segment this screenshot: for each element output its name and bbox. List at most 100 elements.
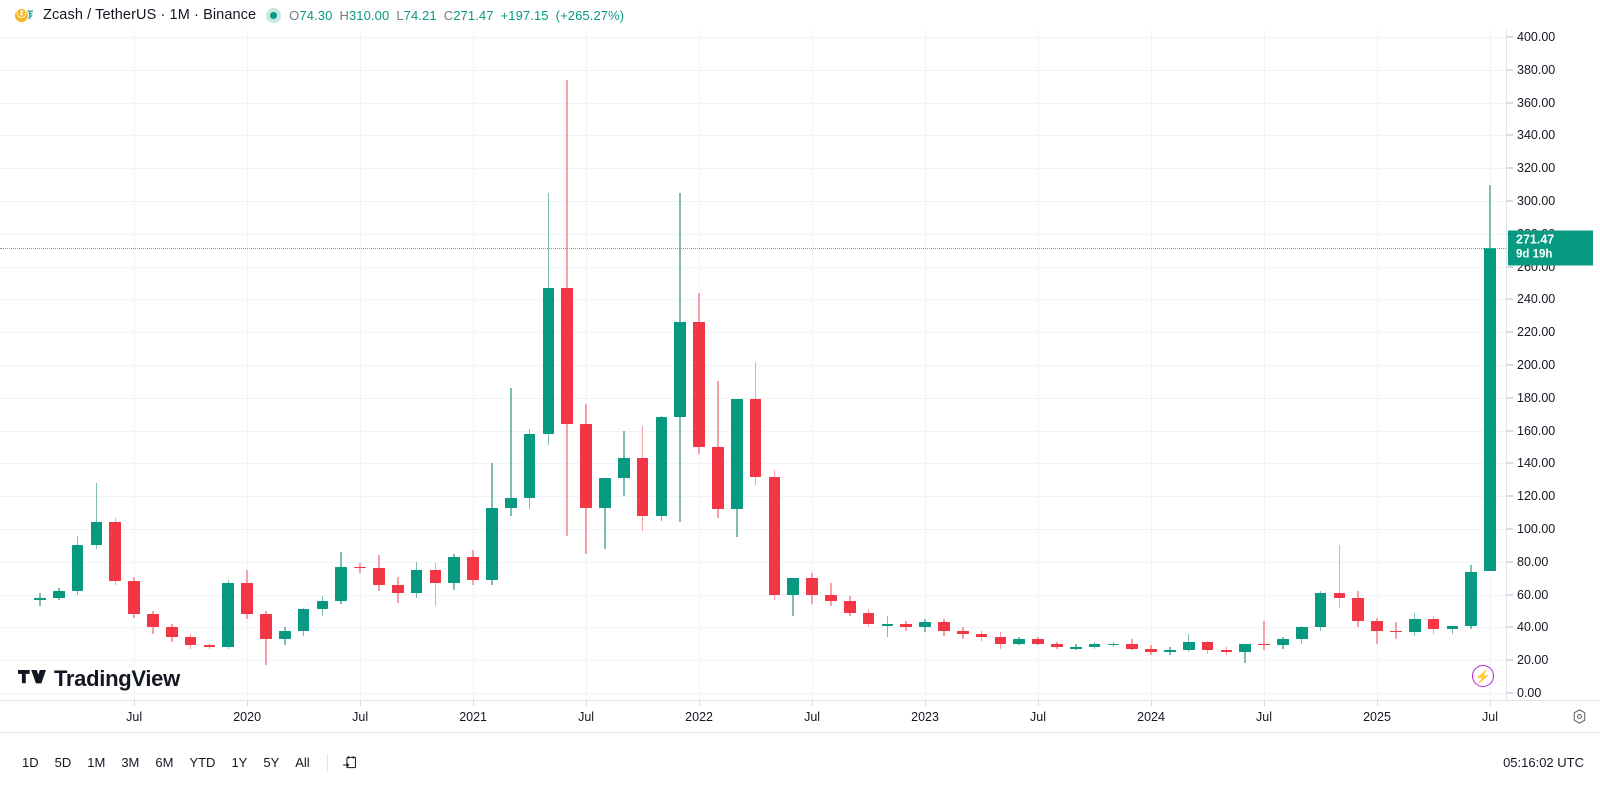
candle-wick [1244, 648, 1246, 664]
range-button-all[interactable]: All [295, 755, 310, 770]
time-scale-tick: 2022 [685, 710, 713, 724]
tradingview-watermark: TradingView [18, 666, 180, 692]
range-button-1d[interactable]: 1D [22, 755, 39, 770]
candle-wick [1376, 617, 1378, 644]
time-scale-tick: 2021 [459, 710, 488, 724]
range-button-1y[interactable]: 1Y [231, 755, 248, 770]
candle-body [34, 597, 46, 600]
price-scale-tick: 240.00 [1517, 292, 1556, 307]
grid-line-horizontal [0, 561, 1506, 563]
candle-body [486, 507, 498, 580]
price-scale-tickmark [1507, 36, 1513, 38]
price-scale-tickmark [1507, 430, 1513, 432]
candle-body [1295, 627, 1308, 639]
candle-body [1069, 647, 1082, 649]
candle-wick [1263, 620, 1265, 651]
candle-wick [434, 563, 437, 607]
range-button-6m[interactable]: 6M [155, 755, 174, 770]
price-scale-tick: 40.00 [1517, 620, 1549, 635]
symbol-title[interactable]: Zcash / TetherUS · 1M · Binance [43, 7, 257, 23]
candle-wick [509, 387, 512, 516]
ohlc-high-value: 310.00 [348, 7, 390, 23]
grid-line-horizontal [0, 299, 1506, 301]
candle-body [1032, 638, 1044, 644]
grid-line-vertical [134, 30, 136, 700]
price-scale-tick: 60.00 [1517, 587, 1549, 602]
time-scale-tick: Jul [126, 710, 143, 724]
time-scale-tickmark [925, 701, 927, 706]
price-scale-tickmark [1507, 561, 1513, 563]
ohlc-close-label: C [443, 7, 454, 23]
candle-wick [39, 592, 41, 607]
symbol-icons: ₮ ⓩ [14, 6, 40, 24]
time-scale-tick: 2024 [1137, 710, 1165, 724]
price-scale-tickmark [1507, 528, 1513, 530]
price-scale-tick: 100.00 [1517, 522, 1556, 536]
current-price-line [0, 247, 1506, 249]
price-scale-tick: 360.00 [1517, 95, 1556, 110]
price-scale-tickmark [1507, 626, 1513, 628]
time-scale[interactable]: Jul 2020 Jul 2021 Jul 2022 Jul 2023 Jul 2024 Jul 20… [0, 700, 1600, 732]
price-scale-tick: 400.00 [1517, 30, 1556, 44]
range-button-1m[interactable]: 1M [87, 755, 106, 770]
goto-date-icon[interactable] [337, 751, 363, 775]
price-scale-tickmark [1507, 364, 1513, 366]
candle-body [278, 630, 291, 639]
candle-body [1390, 630, 1402, 633]
candle-body [260, 614, 272, 639]
grid-line-vertical [360, 30, 362, 700]
grid-line-vertical [812, 30, 814, 700]
lightning-bolt-icon[interactable]: ⚡ [1472, 665, 1494, 687]
candle-body [467, 556, 479, 580]
candle-body [1446, 625, 1459, 630]
candle-body [1107, 643, 1120, 646]
grid-line-horizontal [0, 332, 1506, 334]
range-button-5y[interactable]: 5Y [263, 755, 280, 770]
candle-body [297, 609, 310, 631]
price-scale-tick: 140.00 [1517, 456, 1556, 471]
grid-line-vertical [1151, 30, 1153, 700]
price-scale-tick: 320.00 [1517, 161, 1556, 176]
time-scale-tickmark [247, 701, 249, 706]
candle-body [90, 522, 103, 546]
chart-settings-gear-icon[interactable] [1571, 708, 1588, 725]
candle-body [52, 591, 65, 598]
price-scale-tick: 160.00 [1517, 423, 1556, 438]
ohlc-change: +197.15 [500, 7, 549, 23]
candle-body [655, 417, 668, 516]
price-scale-tick: 80.00 [1517, 554, 1549, 569]
time-scale-tickmark [473, 701, 475, 706]
time-scale-tickmark [586, 701, 588, 706]
grid-line-vertical [1038, 30, 1040, 700]
grid-line-vertical [473, 30, 475, 700]
candle-body [561, 287, 574, 425]
range-button-ytd[interactable]: YTD [189, 755, 216, 770]
range-button-5d[interactable]: 5D [54, 755, 72, 770]
time-scale-tick: Jul [352, 710, 369, 724]
bar-countdown: 9d 19h [1516, 248, 1553, 261]
candle-body [1126, 643, 1139, 649]
price-scale-tick: 200.00 [1517, 358, 1556, 372]
candle-body [1333, 592, 1346, 598]
candle-body [1239, 643, 1252, 652]
time-scale-tick: Jul [804, 710, 821, 724]
price-scale-tick: 20.00 [1517, 653, 1549, 668]
price-scale-tickmark [1507, 69, 1513, 71]
chart-plot-area[interactable]: TradingView ⚡ [0, 30, 1506, 700]
grid-line-horizontal [0, 397, 1506, 399]
candle-body [1051, 643, 1063, 648]
price-scale[interactable]: 271.47 9d 19h 0.00 20.00 40.00 60.00 80.00 10… [1506, 30, 1600, 732]
grid-line-horizontal [0, 37, 1506, 38]
candle-body [1314, 592, 1327, 628]
candle-wick [95, 483, 98, 549]
price-scale-tickmark [1507, 594, 1513, 596]
candle-body [448, 556, 461, 584]
price-scale-tickmark [1507, 462, 1513, 464]
ohlc-open-label: O [289, 7, 300, 23]
range-button-3m[interactable]: 3M [121, 755, 140, 770]
ohlc-open-value: 74.30 [299, 7, 333, 23]
price-scale-tickmark [1507, 331, 1513, 333]
candle-body [881, 624, 894, 626]
bottom-toolbar: 1D 5D 1M 3M 6M YTD 1Y 5Y All 05:16:02 UTC [0, 732, 1600, 792]
